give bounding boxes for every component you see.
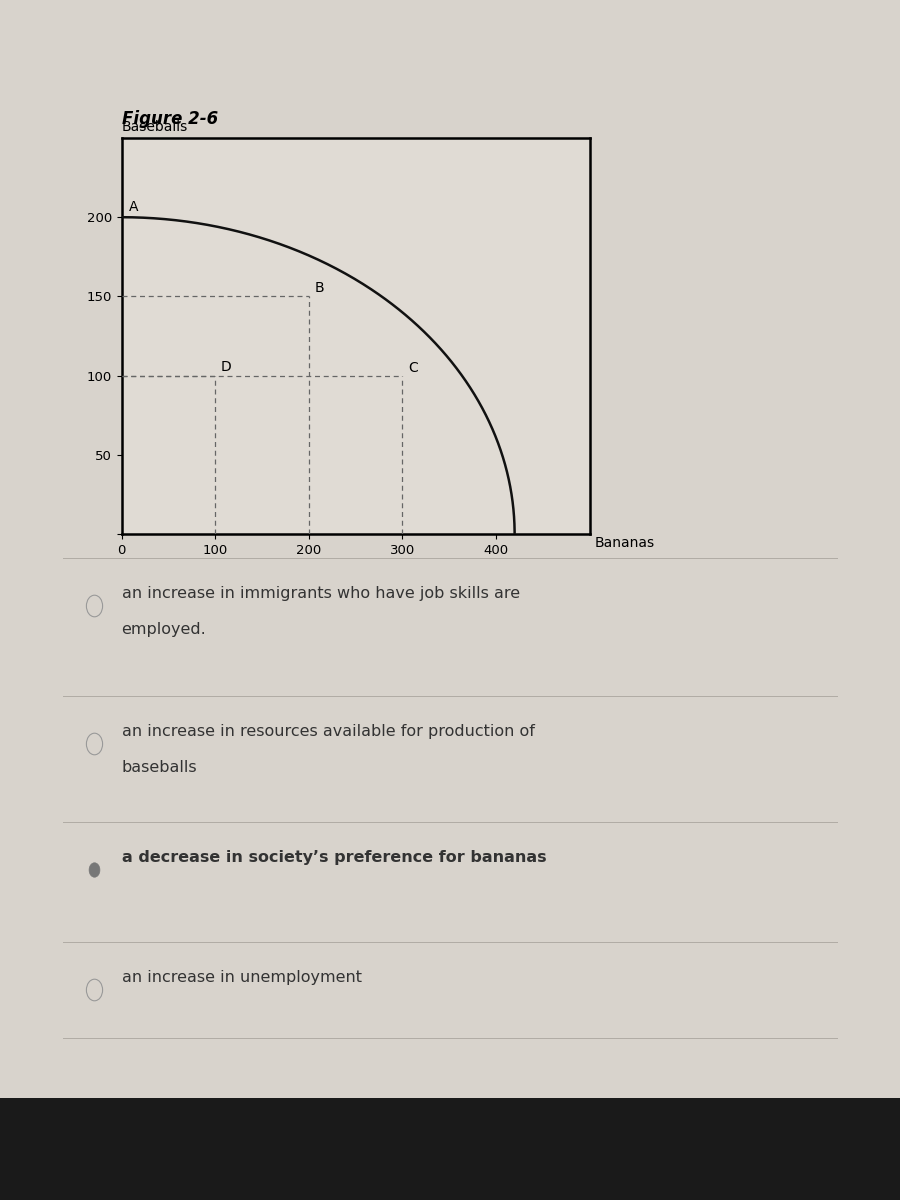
Text: an increase in unemployment: an increase in unemployment <box>122 970 362 984</box>
Text: an increase in resources available for production of: an increase in resources available for p… <box>122 724 535 738</box>
Text: employed.: employed. <box>122 622 206 636</box>
Text: D: D <box>220 360 231 374</box>
Text: A: A <box>129 200 139 214</box>
Text: B: B <box>314 281 324 295</box>
Text: Baseballs: Baseballs <box>122 120 188 134</box>
Text: C: C <box>408 361 418 376</box>
Text: an increase in immigrants who have job skills are: an increase in immigrants who have job s… <box>122 586 519 600</box>
Text: baseballs: baseballs <box>122 760 197 775</box>
Text: a decrease in society’s preference for bananas: a decrease in society’s preference for b… <box>122 850 546 864</box>
Text: Bananas: Bananas <box>594 536 654 550</box>
Text: Figure 2-6: Figure 2-6 <box>122 110 218 128</box>
